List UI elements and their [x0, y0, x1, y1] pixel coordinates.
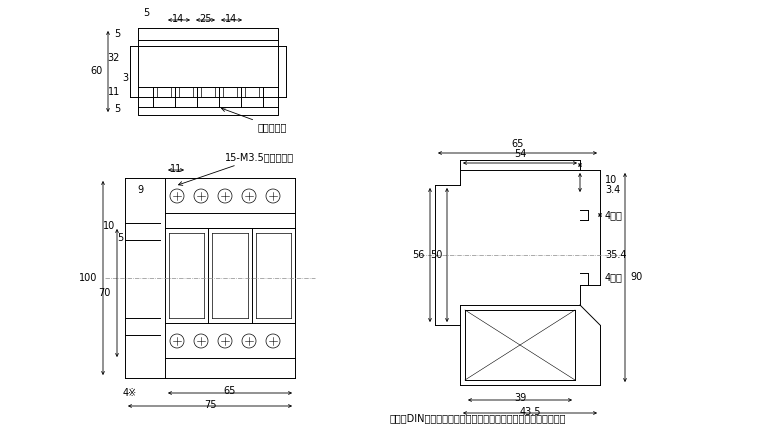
Text: 14: 14 — [172, 14, 184, 24]
Text: 3: 3 — [122, 73, 128, 83]
Text: 5: 5 — [114, 104, 120, 114]
Text: 65: 65 — [511, 139, 523, 149]
Bar — [157, 87, 171, 97]
Text: 25: 25 — [199, 14, 211, 24]
Text: 4※: 4※ — [123, 388, 137, 398]
Text: 35.4: 35.4 — [605, 250, 626, 260]
Text: 14: 14 — [225, 14, 237, 24]
Text: 39: 39 — [514, 393, 526, 403]
Text: 10: 10 — [103, 221, 115, 231]
Bar — [179, 87, 193, 97]
Text: 4以上: 4以上 — [605, 272, 623, 282]
Text: 60: 60 — [90, 67, 103, 76]
Text: 11: 11 — [107, 87, 120, 97]
Text: 90: 90 — [630, 273, 642, 283]
Text: 43.5: 43.5 — [519, 407, 541, 417]
Text: 5: 5 — [143, 8, 149, 18]
Text: 9: 9 — [137, 185, 143, 195]
Text: 32: 32 — [107, 53, 120, 63]
Text: 50: 50 — [431, 250, 443, 260]
Text: 5: 5 — [114, 29, 120, 39]
Text: 56: 56 — [413, 250, 425, 260]
Text: 100: 100 — [79, 273, 97, 283]
Text: 4以上: 4以上 — [605, 210, 623, 220]
Text: 端子カバー: 端子カバー — [222, 108, 288, 132]
Text: 65: 65 — [224, 386, 237, 396]
Text: 10: 10 — [605, 175, 618, 185]
Text: 54: 54 — [514, 149, 526, 159]
Bar — [245, 87, 259, 97]
Text: 15-M3.5セムスねじ: 15-M3.5セムスねじ — [179, 152, 294, 185]
Text: 注．　DINレール取りつけスライダを挿入した場合の寸法です。: 注． DINレール取りつけスライダを挿入した場合の寸法です。 — [390, 413, 567, 423]
Text: 11: 11 — [170, 164, 182, 174]
Text: 5: 5 — [117, 233, 123, 243]
Text: 70: 70 — [99, 288, 111, 298]
Bar — [201, 87, 215, 97]
Text: 3.4: 3.4 — [605, 185, 620, 195]
Text: 75: 75 — [204, 400, 216, 410]
Bar — [223, 87, 237, 97]
